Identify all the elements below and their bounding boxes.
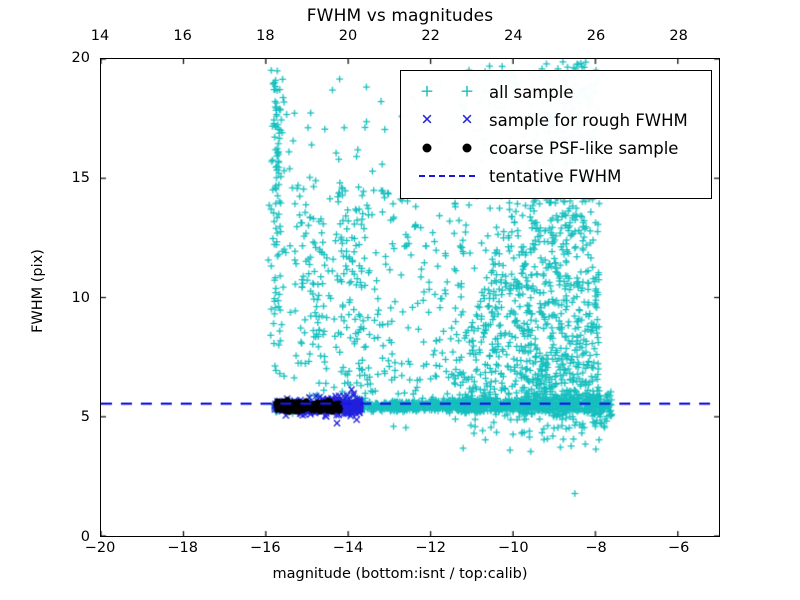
- x-tick-bottom: −6: [667, 540, 690, 556]
- legend-item-all-sample: + + all sample: [411, 78, 701, 106]
- x-tick-bottom: −8: [585, 540, 607, 556]
- legend-marker-cross-icon: ✕ ✕: [420, 110, 474, 129]
- x-tick-bottom: −18: [167, 540, 198, 556]
- x-tick-bottom: −12: [415, 540, 446, 556]
- legend-marker-dashed-line-icon: [411, 162, 485, 190]
- x-tick-top: 22: [421, 28, 440, 44]
- x-tick-top: 20: [338, 28, 358, 44]
- x-tick-bottom: −16: [250, 540, 281, 556]
- x-tick-top: 28: [669, 28, 688, 44]
- y-tick: 0: [80, 529, 90, 545]
- legend-label-tentative-fwhm: tentative FWHM: [489, 166, 622, 186]
- x-axis-label: magnitude (bottom:isnt / top:calib): [272, 566, 528, 582]
- x-tick-bottom: −14: [332, 540, 364, 556]
- x-tick-top: 16: [173, 28, 192, 44]
- x-tick-bottom: −20: [84, 540, 116, 556]
- y-axis-label: FWHM (pix): [30, 249, 46, 333]
- legend-item-rough-fwhm: ✕ ✕ sample for rough FWHM: [411, 106, 701, 134]
- x-tick-top: 24: [504, 28, 523, 44]
- x-tick-bottom: −10: [498, 540, 529, 556]
- legend-item-tentative-fwhm: tentative FWHM: [411, 162, 701, 190]
- y-tick: 5: [80, 409, 90, 426]
- legend-label-all-sample: all sample: [489, 82, 574, 102]
- y-tick: 20: [71, 50, 90, 66]
- legend-label-rough-fwhm: sample for rough FWHM: [489, 110, 688, 130]
- x-tick-top: 18: [256, 28, 275, 44]
- y-tick: 15: [71, 169, 90, 186]
- legend-marker-dot-icon: [411, 134, 485, 162]
- chart-title: FWHM vs magnitudes: [306, 6, 494, 26]
- legend-marker-plus-icon: + +: [419, 81, 475, 102]
- x-tick-top: 14: [90, 28, 110, 44]
- legend-item-psf-like: coarse PSF-like sample: [411, 134, 701, 162]
- legend-label-psf-like: coarse PSF-like sample: [489, 138, 679, 158]
- legend: + + all sample ✕ ✕ sample for rough FWHM…: [400, 70, 712, 199]
- y-tick: 10: [71, 289, 90, 306]
- x-tick-top: 26: [586, 28, 606, 44]
